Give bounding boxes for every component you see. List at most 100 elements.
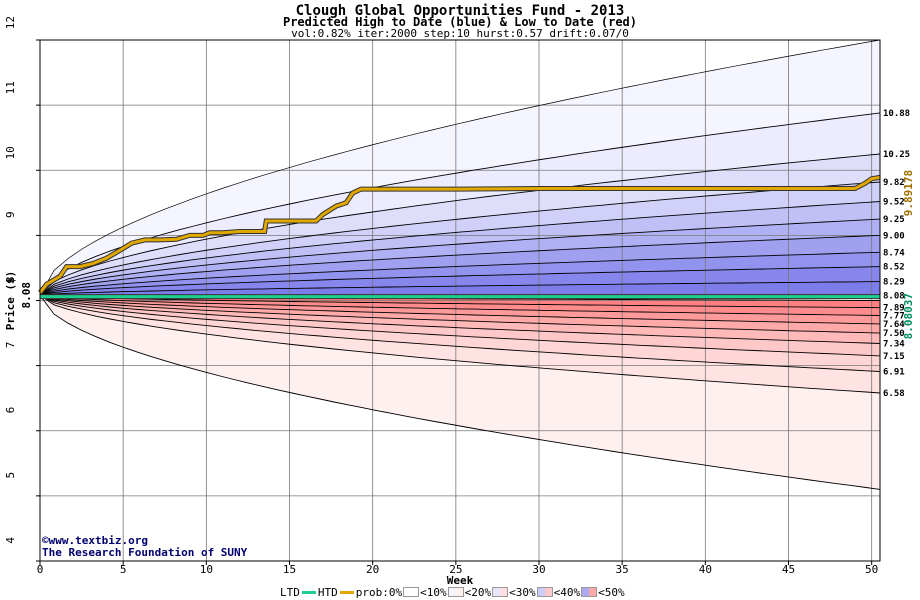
high-to-date-value: 9.89178	[902, 170, 915, 216]
lower-band-4	[40, 295, 880, 344]
x-tick-label: 5	[120, 563, 127, 576]
upper-curve	[39, 112, 881, 296]
y-tick-label: 9	[4, 211, 17, 218]
high-series-line	[38, 175, 881, 294]
end-value-label: 10.88	[883, 109, 910, 119]
upper-curve	[39, 218, 881, 296]
low-to-date-value: 8.08037	[902, 293, 915, 339]
end-value-label: 9.82	[883, 178, 905, 188]
credit-website: ©www.textbiz.org	[42, 534, 148, 547]
upper-band-6	[40, 235, 880, 296]
actual-series	[38, 174, 881, 300]
lower-curve	[39, 294, 881, 372]
x-tick-label: 50	[865, 563, 878, 576]
legend-ltd-swatch	[301, 590, 316, 594]
lower-curve	[39, 294, 881, 334]
upper-curve	[39, 281, 881, 296]
x-axis-label: Week	[447, 574, 474, 587]
legend-swatch-20	[492, 587, 509, 597]
chart-parameters: vol:0.82% iter:2000 step:10 hurst:0.57 d…	[291, 27, 629, 40]
lower-band-1	[40, 295, 880, 316]
upper-band-1	[40, 112, 880, 296]
end-value-label: 9.00	[883, 231, 905, 241]
y-tick-label: 7	[4, 342, 17, 349]
end-value-label: 7.34	[883, 339, 905, 349]
end-value-label: 8.29	[883, 278, 905, 288]
upper-curve	[39, 201, 881, 296]
y-tick-label: 8	[4, 277, 17, 284]
end-value-label: 7.15	[883, 352, 905, 362]
end-value-label: 6.91	[883, 367, 905, 377]
chart-title: Clough Global Opportunities Fund - 2013	[295, 3, 625, 19]
legend-htd-label: HTD	[317, 585, 338, 599]
credit-website-text: www.textbiz.org	[48, 534, 148, 547]
x-tick-label: 45	[782, 563, 795, 576]
upper-band-3	[40, 182, 880, 296]
upper-curve	[39, 181, 881, 296]
lower-curve	[39, 294, 881, 394]
legend-htd-swatch	[339, 590, 354, 594]
legend-swatch-10	[447, 587, 464, 597]
legend: LTD HTD prob:0% <10% <20% <30% <40% <50%	[280, 585, 625, 599]
y-tick-label: 6	[4, 407, 17, 414]
legend-40-label: <40%	[553, 585, 581, 599]
x-tick-label: 30	[532, 563, 545, 576]
y-tick-label: 4	[4, 537, 17, 544]
legend-swatch-30	[536, 587, 553, 597]
lower-band-8	[40, 295, 880, 490]
legend-swatch-40	[581, 587, 598, 597]
legend-prob-label: prob:0%	[355, 585, 403, 599]
upper-curve	[39, 39, 881, 296]
upper-curve	[39, 266, 881, 296]
lower-curve	[39, 294, 881, 325]
x-tick-label: 35	[616, 563, 629, 576]
end-value-label: 7.77	[883, 311, 905, 321]
lower-band-6	[40, 295, 880, 372]
lower-curve	[39, 295, 881, 490]
copyright-icon: ©	[42, 534, 49, 547]
upper-band-8	[40, 266, 880, 296]
lower-curve	[39, 294, 881, 316]
end-value-label: 8.52	[883, 263, 905, 273]
axes	[36, 39, 881, 565]
x-tick-label: 40	[699, 563, 712, 576]
lower-band-5	[40, 295, 880, 356]
end-value-label: 9.52	[883, 198, 905, 208]
upper-curve	[39, 251, 881, 296]
end-value-label: 7.64	[883, 320, 905, 330]
legend-swatch-0	[403, 587, 420, 597]
upper-curve	[39, 153, 881, 296]
end-value-label: 10.25	[883, 150, 910, 160]
upper-band-0	[40, 40, 880, 296]
lower-curve	[39, 294, 881, 344]
legend-20-label: <20%	[464, 585, 492, 599]
start-value-label: 8.08	[20, 282, 33, 309]
y-tick-label: 5	[4, 472, 17, 479]
tick-labels: 0 5 10 15 20 25 30 35 40 45 50456789101112WeekPric…	[4, 16, 915, 587]
probability-bands	[40, 40, 880, 490]
end-value-label: 8.08	[883, 291, 905, 301]
end-value-label: 7.89	[883, 304, 905, 314]
lower-band-3	[40, 295, 880, 334]
end-value-label: 8.74	[883, 248, 905, 258]
legend-30-label: <30%	[509, 585, 536, 599]
end-value-label: 6.58	[883, 389, 905, 399]
legend-10-label: <10%	[420, 585, 447, 599]
y-tick-label: 10	[4, 146, 17, 159]
x-tick-label: 0	[37, 563, 44, 576]
lower-curve	[39, 294, 881, 309]
upper-band-7	[40, 252, 880, 296]
legend-50-label: <50%	[598, 585, 625, 599]
lower-curve	[39, 294, 881, 357]
x-tick-label: 10	[200, 563, 213, 576]
y-tick-label: 12	[4, 16, 17, 29]
legend-ltd-label: LTD	[280, 585, 300, 599]
chart-subtitle: Predicted High to Date (blue) & Low to D…	[282, 15, 637, 29]
y-axis-label: Price ($)	[4, 271, 17, 331]
end-value-label: 7.50	[883, 329, 905, 339]
x-tick-label: 20	[366, 563, 379, 576]
upper-curve	[39, 234, 881, 296]
credit-org: The Research Foundation of SUNY	[42, 546, 248, 559]
upper-band-5	[40, 219, 880, 296]
